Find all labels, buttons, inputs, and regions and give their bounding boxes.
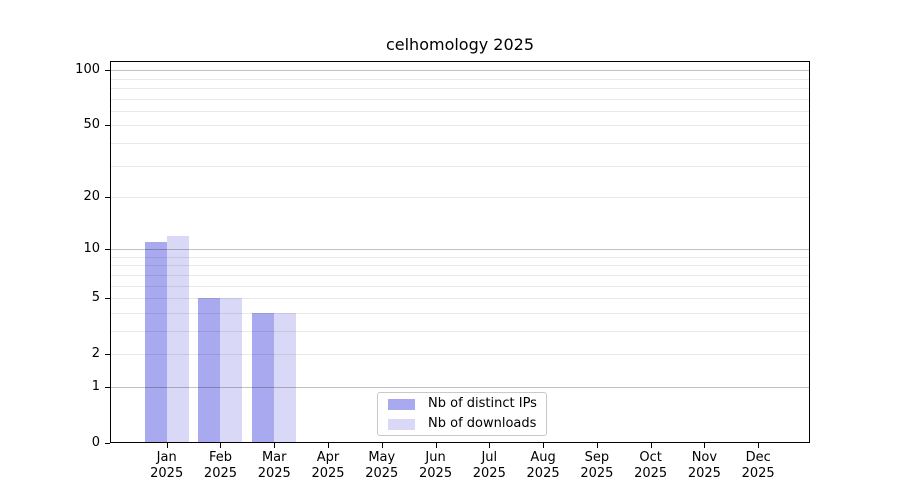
x-tick (381, 443, 383, 448)
y-tick (105, 354, 110, 356)
minor-gridline (110, 265, 810, 267)
x-tick-label-line: 2025 (634, 466, 668, 481)
y-tick (105, 125, 110, 127)
x-tick-label-line: 2025 (741, 466, 775, 481)
bar-nb-of-distinct-ips-feb-2025 (198, 298, 221, 443)
minor-gridline (110, 98, 810, 100)
x-tick-label: Apr 2025 (299, 450, 357, 482)
x-tick (220, 443, 222, 448)
x-tick-label: Jul 2025 (460, 450, 518, 482)
bar-nb-of-distinct-ips-jan-2025 (144, 242, 167, 443)
x-tick-label-line: 2025 (150, 466, 184, 481)
x-tick-label-line: Jun (425, 450, 446, 465)
y-tick-label: 10 (83, 241, 100, 257)
x-tick-label-line: Sep (584, 450, 610, 465)
x-tick-label: May 2025 (353, 450, 411, 482)
y-tick-label: 0 (91, 435, 100, 450)
x-tick (758, 443, 760, 448)
x-tick-label: Nov 2025 (675, 450, 733, 482)
x-tick (596, 443, 598, 448)
x-tick-label-line: Nov (691, 450, 718, 465)
x-tick (328, 443, 329, 448)
legend-label: Nb of distinct IPs (428, 396, 537, 411)
bar-nb-of-downloads-mar-2025 (274, 312, 297, 443)
legend: Nb of distinct IPs Nb of downloads (377, 392, 547, 436)
minor-gridline (110, 274, 810, 276)
x-tick-label: Mar 2025 (245, 450, 303, 482)
x-tick (704, 443, 706, 448)
bar-nb-of-downloads-feb-2025 (220, 298, 243, 443)
minor-gridline (110, 354, 810, 356)
y-tick (105, 70, 110, 72)
x-tick-label-line: Feb (208, 450, 232, 465)
x-tick-label-line: 2025 (203, 466, 238, 481)
legend-entry-nb-of-downloads: Nb of downloads (388, 416, 546, 432)
x-tick-label: Sep 2025 (568, 450, 626, 482)
x-tick (650, 443, 652, 448)
legend-swatch (388, 418, 415, 430)
minor-gridline (110, 256, 810, 258)
x-tick (489, 443, 491, 448)
chart-title: celhomology 2025 (385, 35, 535, 54)
y-tick (105, 386, 110, 388)
major-gridline (110, 249, 810, 251)
minor-gridline (110, 87, 810, 89)
x-tick-label-line: Mar (261, 450, 287, 465)
bar-nb-of-distinct-ips-mar-2025 (252, 312, 275, 443)
minor-gridline (110, 330, 810, 332)
x-tick-label-line: Jan (156, 450, 177, 465)
y-tick-label: 50 (83, 117, 100, 133)
x-tick-label-line: 2025 (580, 466, 614, 481)
minor-gridline (110, 312, 810, 314)
minor-gridline (110, 110, 810, 112)
x-tick-label: Jan 2025 (138, 450, 196, 482)
x-tick-label-line: 2025 (687, 466, 721, 481)
minor-gridline (110, 197, 810, 198)
y-tick-label: 100 (75, 62, 100, 78)
y-tick (105, 197, 110, 198)
major-gridline (110, 70, 810, 72)
plot-area (110, 61, 810, 443)
x-tick-label-line: 2025 (365, 466, 399, 481)
minor-gridline (110, 165, 810, 167)
y-tick-label: 1 (91, 378, 100, 394)
legend-label: Nb of downloads (428, 416, 537, 431)
minor-gridline (110, 285, 810, 287)
x-tick-label-line: Oct (639, 450, 662, 465)
x-tick-label-line: May (368, 450, 396, 465)
x-tick-label-line: 2025 (526, 466, 560, 481)
y-tick (105, 298, 110, 300)
minor-gridline (110, 78, 810, 80)
x-tick (166, 443, 168, 448)
x-tick (274, 443, 276, 448)
minor-gridline (110, 125, 810, 127)
bar-nb-of-downloads-jan-2025 (166, 235, 189, 443)
x-tick-label: Aug 2025 (514, 450, 572, 482)
x-tick-label-line: 2025 (257, 466, 291, 481)
legend-swatch (388, 398, 415, 410)
x-tick-label-line: 2025 (472, 466, 506, 481)
x-tick-label-line: Dec (745, 450, 771, 465)
x-tick-label-line: 2025 (419, 466, 453, 481)
legend-entry-nb-of-distinct-ips: Nb of distinct IPs (388, 396, 546, 412)
y-tick-label: 5 (91, 290, 100, 306)
y-tick-label: 20 (83, 189, 100, 204)
x-tick-label-line: Aug (530, 450, 556, 465)
minor-gridline (110, 142, 810, 144)
x-tick-label-line: 2025 (311, 466, 345, 481)
minor-gridline (110, 298, 810, 300)
x-tick-label: Jun 2025 (407, 450, 465, 482)
y-tick (105, 443, 110, 444)
x-tick (435, 443, 437, 448)
x-tick-label: Feb 2025 (191, 450, 249, 482)
y-tick (105, 249, 110, 251)
x-tick (543, 443, 545, 448)
x-tick-label: Oct 2025 (622, 450, 680, 482)
x-tick-label-line: Apr (316, 450, 340, 465)
major-gridline (110, 386, 810, 388)
y-tick-label: 2 (91, 346, 100, 362)
x-tick-label-line: Jul (481, 450, 498, 465)
x-tick-label: Dec 2025 (729, 450, 787, 482)
